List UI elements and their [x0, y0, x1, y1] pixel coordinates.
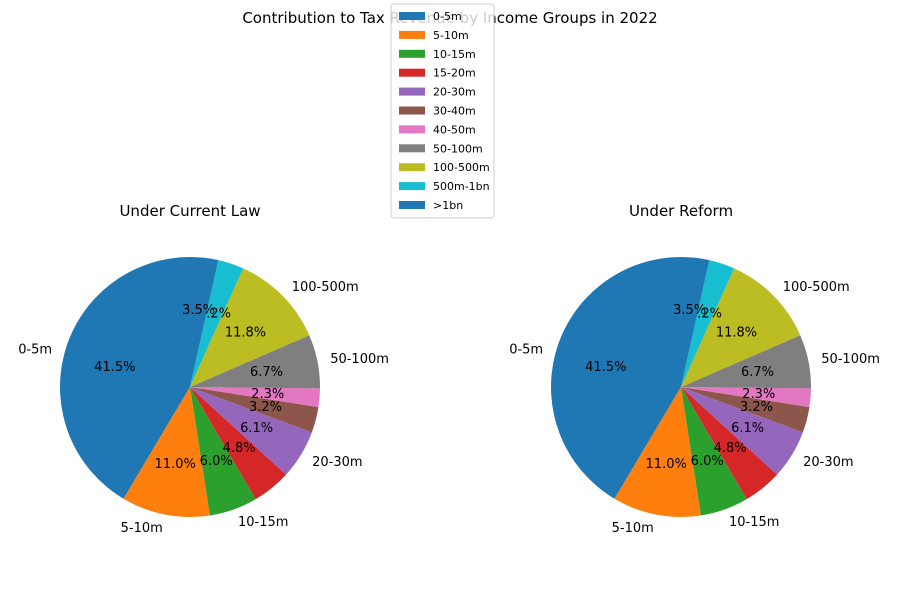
pie-slice [60, 257, 191, 499]
slice-label: 50-100m [821, 352, 880, 367]
pie-charts: Under Current Law 0-5m 41.5% 5-10m 11.0% 10-1… [18, 202, 880, 536]
slice-percent-label: 4.8% [714, 441, 747, 456]
slice-percent-label: 3.2% [740, 400, 773, 415]
legend-swatch [399, 182, 425, 191]
slice-percent-label: 2.3% [742, 387, 775, 402]
slice-percent-label: 3.5% [182, 303, 215, 318]
slice-label: 5-10m [121, 521, 163, 536]
pie-slice [614, 387, 701, 518]
slice-percent-label: 6.0% [200, 454, 233, 469]
slice-percent-label: 11.8% [716, 326, 757, 341]
pie-slice [190, 257, 219, 387]
legend-entry: 5-10m [433, 29, 469, 42]
pie-slice [190, 387, 256, 516]
slice-label: 10-15m [238, 515, 288, 530]
pie-title: Under Current Law [119, 202, 260, 220]
pie-slice [681, 387, 810, 433]
legend-entry: >1bn [433, 199, 463, 212]
pie-slice [190, 387, 320, 408]
slice-percent-label: 6.0% [691, 454, 724, 469]
slice-percent-label: 2.3% [251, 387, 284, 402]
pie-slice [681, 387, 778, 500]
pie-2: Under Reform 0-5m 41.5% 5-10m 11.0% 10-15m 6.0… [509, 202, 880, 536]
pie-slice [681, 260, 735, 387]
legend-swatch [399, 12, 425, 20]
legend-entry: 50-100m [433, 142, 483, 155]
legend-entry: 20-30m [433, 86, 476, 99]
legend-swatch [399, 125, 425, 134]
slice-label: 100-500m [292, 280, 359, 295]
pie-slice [190, 260, 244, 387]
legend-swatch [399, 68, 425, 77]
slice-percent-label: 6.1% [240, 421, 273, 436]
slice-percent-label: 11.0% [155, 457, 196, 472]
pie-1: Under Current Law 0-5m 41.5% 5-10m 11.0% 10-1… [18, 202, 389, 536]
slice-percent-label: 6.7% [250, 365, 283, 380]
pie-slice [123, 387, 210, 518]
pie-slice [681, 387, 803, 475]
legend: 0-5m 5-10m 10-15m 15-20m 20-30m 30-40m 40-50m 5… [390, 3, 495, 219]
pie-slice [190, 335, 320, 389]
legend-swatch [399, 106, 425, 115]
legend-entry: 30-40m [433, 105, 476, 118]
legend-entry: 40-50m [433, 123, 476, 136]
slice-label: 5-10m [612, 521, 654, 536]
pie-slice [190, 387, 312, 475]
slice-percent-label: 3.2% [249, 400, 282, 415]
pie-slice [681, 387, 747, 516]
pie-slice [190, 268, 310, 387]
legend-swatch [399, 144, 425, 153]
legend-entry: 15-20m [433, 67, 476, 80]
slice-percent-label: 4.8% [223, 441, 256, 456]
pie-slice [681, 268, 801, 387]
legend-swatch [399, 87, 425, 96]
pie-slice [681, 257, 710, 387]
slice-label: 0-5m [509, 343, 543, 358]
legend-entry: 100-500m [433, 161, 490, 174]
pie-slice [681, 335, 811, 389]
slice-percent-label: 41.5% [94, 360, 135, 375]
slice-label: 0-5m [18, 343, 52, 358]
slice-percent-label: 6.1% [731, 421, 764, 436]
legend-swatch [399, 30, 425, 39]
slice-label: 50-100m [330, 352, 389, 367]
pie-slice [681, 387, 811, 408]
legend-entry: 0-5m [433, 10, 462, 23]
slice-label: 20-30m [312, 455, 362, 470]
slice-percent-label: 6.7% [741, 365, 774, 380]
pie-title: Under Reform [629, 202, 733, 220]
slice-label: 20-30m [803, 455, 853, 470]
legend-swatch [399, 163, 425, 172]
slice-label: 10-15m [729, 515, 779, 530]
slice-percent-label: 3.5% [673, 303, 706, 318]
slice-percent-label: 11.8% [225, 326, 266, 341]
pie-slice [551, 257, 681, 499]
slice-label: 100-500m [783, 280, 850, 295]
legend-entry: 10-15m [433, 48, 476, 61]
legend-swatch [399, 201, 425, 209]
pie-slice [190, 387, 287, 500]
legend-swatch [399, 49, 425, 58]
slice-percent-label: 41.5% [585, 360, 626, 375]
slice-percent-label: 11.0% [646, 457, 687, 472]
pie-slice [190, 387, 319, 433]
legend-entry: 500m-1bn [433, 180, 490, 193]
